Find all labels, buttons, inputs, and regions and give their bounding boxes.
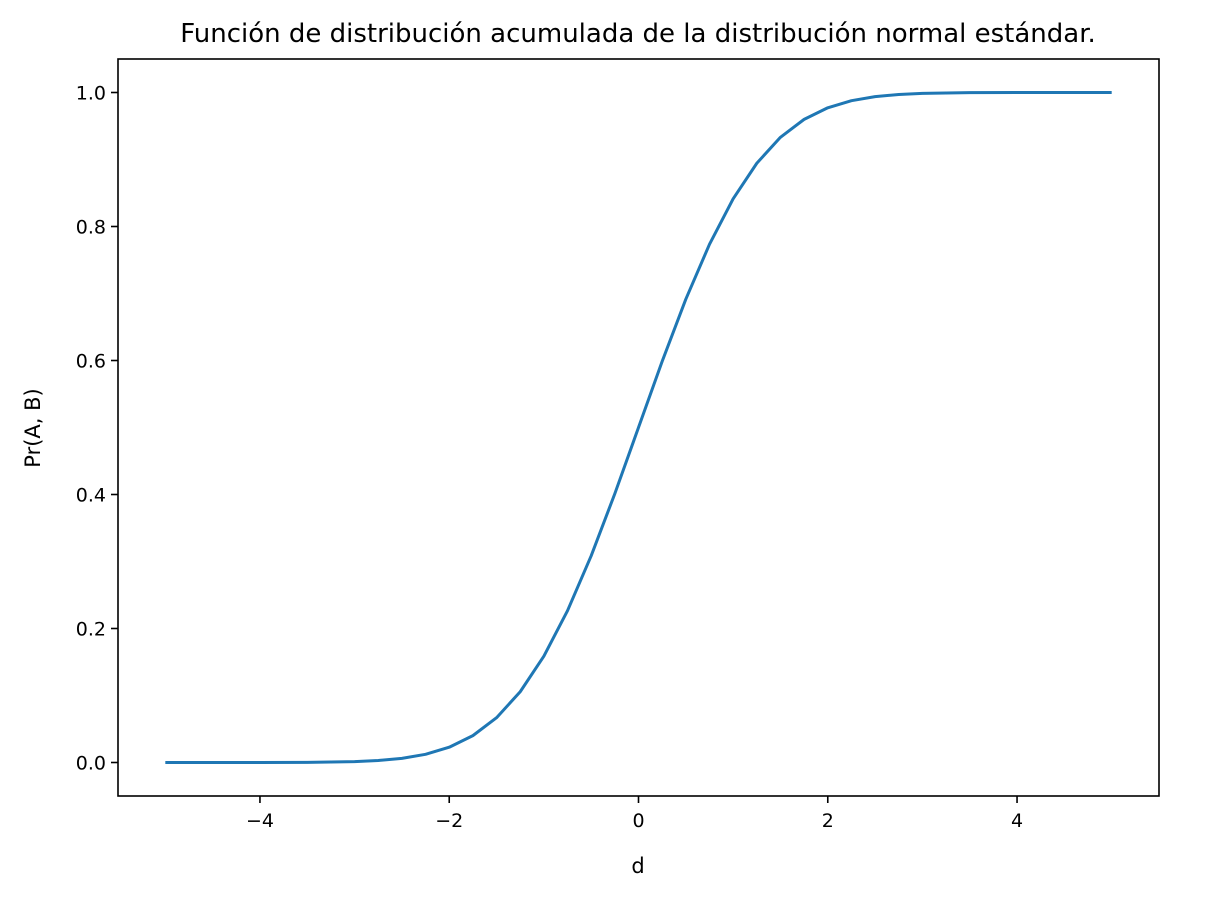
- x-tick-label: 2: [822, 810, 834, 832]
- y-tick-label: 0.0: [76, 753, 106, 775]
- y-tick-label: 0.8: [76, 217, 106, 239]
- y-axis-label: Pr(A, B): [21, 388, 45, 467]
- y-tick-label: 0.4: [76, 485, 106, 507]
- y-tick-label: 1.0: [76, 83, 106, 105]
- cdf-series-line: [165, 91, 1112, 764]
- x-axis-label: d: [631, 854, 644, 878]
- y-axis: 0.0 0.2 0.4 0.6 0.8 1.0: [76, 83, 118, 775]
- x-tick-label: −2: [435, 810, 463, 832]
- x-axis: −4 −2 0 2 4: [246, 796, 1023, 832]
- y-tick-label: 0.6: [76, 351, 106, 373]
- y-tick-label: 0.2: [76, 619, 106, 641]
- x-tick-label: −4: [246, 810, 274, 832]
- chart-title: Función de distribución acumulada de la …: [180, 19, 1096, 49]
- x-tick-label: 0: [632, 810, 644, 832]
- plot-area: [165, 91, 1112, 764]
- x-tick-label: 4: [1011, 810, 1023, 832]
